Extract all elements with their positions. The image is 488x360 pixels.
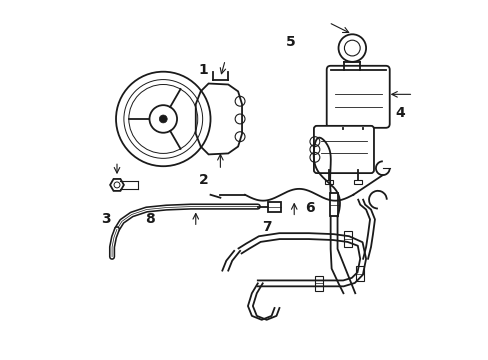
Bar xyxy=(344,231,351,247)
Bar xyxy=(267,202,281,212)
FancyBboxPatch shape xyxy=(326,66,389,128)
Bar xyxy=(356,266,364,282)
FancyBboxPatch shape xyxy=(313,126,373,173)
Text: 7: 7 xyxy=(261,220,271,234)
Bar xyxy=(324,180,332,184)
Text: 2: 2 xyxy=(198,173,208,187)
Circle shape xyxy=(159,115,167,123)
Text: 5: 5 xyxy=(285,35,295,49)
Bar xyxy=(314,275,322,291)
Bar xyxy=(329,193,337,216)
Text: 6: 6 xyxy=(305,201,314,215)
Bar xyxy=(353,180,362,184)
Text: 1: 1 xyxy=(198,63,208,77)
Text: 3: 3 xyxy=(101,212,111,226)
Text: 8: 8 xyxy=(145,212,155,226)
Text: 4: 4 xyxy=(395,106,405,120)
